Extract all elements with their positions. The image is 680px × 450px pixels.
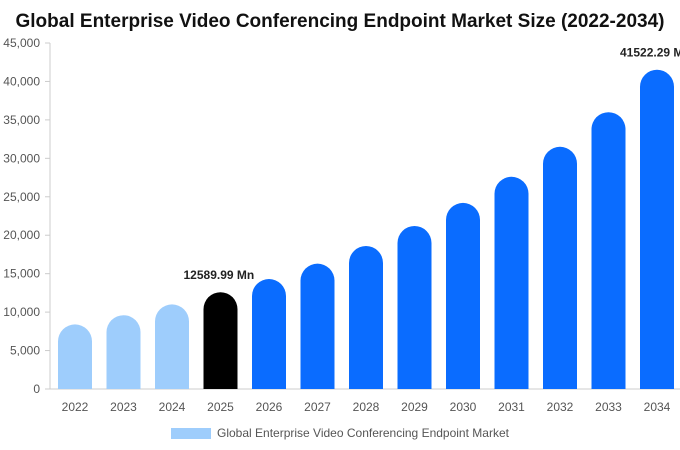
bar-2025[interactable] (203, 292, 238, 389)
legend-swatch (171, 428, 211, 439)
bar-2031[interactable] (494, 176, 529, 389)
x-tick-label: 2029 (401, 400, 428, 414)
x-tick-label: 2031 (498, 400, 525, 414)
legend[interactable]: Global Enterprise Video Conferencing End… (171, 426, 510, 440)
bar-2029[interactable] (397, 225, 432, 389)
bar-2027[interactable] (300, 263, 335, 389)
x-tick-label: 2022 (62, 400, 89, 414)
x-tick-label: 2033 (595, 400, 622, 414)
x-tick-label: 2024 (159, 400, 186, 414)
y-tick-label: 15,000 (3, 267, 40, 281)
y-tick-label: 30,000 (3, 151, 40, 165)
y-tick-label: 20,000 (3, 228, 40, 242)
y-tick-label: 40,000 (3, 74, 40, 88)
bar-2022[interactable] (58, 324, 92, 389)
y-tick-label: 10,000 (3, 305, 40, 319)
x-tick-label: 2030 (450, 400, 477, 414)
x-tick-label: 2026 (256, 400, 283, 414)
data-labels-group: 12589.99 Mn 41522.29 Mn (184, 46, 680, 282)
bar-2026[interactable] (252, 279, 286, 389)
bar-2024[interactable] (155, 304, 189, 389)
y-tick-label: 45,000 (3, 36, 40, 50)
data-label: 41522.29 Mn (620, 46, 680, 60)
y-tick-label: 0 (33, 382, 40, 396)
y-tick-label: 25,000 (3, 190, 40, 204)
bar-2032[interactable] (543, 146, 577, 389)
x-tick-label: 2034 (644, 400, 671, 414)
data-label: 12589.99 Mn (184, 268, 255, 282)
bar-2030[interactable] (446, 202, 480, 389)
x-tick-label: 2027 (304, 400, 331, 414)
bar-2023[interactable] (106, 315, 141, 389)
y-tick-label: 35,000 (3, 113, 40, 127)
bar-2033[interactable] (591, 112, 626, 389)
x-tick-label: 2023 (110, 400, 137, 414)
chart-title: Global Enterprise Video Conferencing End… (16, 11, 665, 32)
x-axis: 2022 2023 2024 2025 2026 2027 2028 2029 2030 2031… (50, 388, 680, 414)
x-tick-label: 2032 (547, 400, 574, 414)
y-axis: 0 5,000 10,000 15,000 20,000 25,000 30,000 35,0… (3, 36, 51, 396)
bar-2028[interactable] (349, 245, 383, 389)
bar-2034[interactable] (640, 69, 674, 389)
x-tick-label: 2028 (353, 400, 380, 414)
legend-label: Global Enterprise Video Conferencing End… (217, 426, 510, 440)
x-tick-label: 2025 (207, 400, 234, 414)
bars-group (58, 69, 674, 389)
y-tick-label: 5,000 (10, 344, 40, 358)
